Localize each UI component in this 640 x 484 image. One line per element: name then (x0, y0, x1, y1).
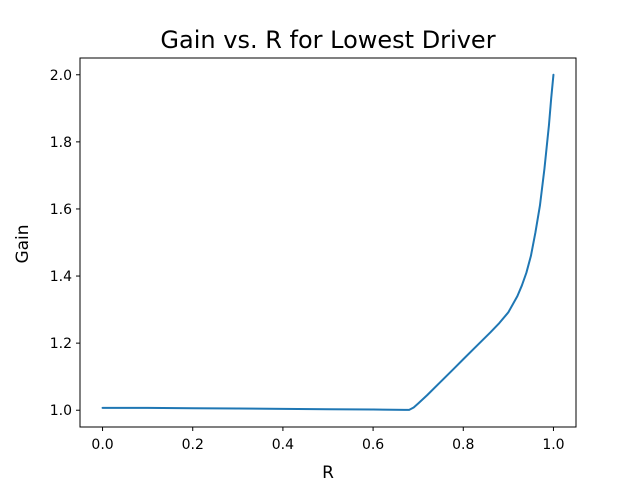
y-axis: 1.0 1.2 1.4 1.6 1.8 2.0 (50, 68, 80, 419)
x-tick-label: 0.8 (452, 437, 474, 453)
plot-frame (79, 57, 577, 428)
series-line-gain (101, 73, 555, 411)
x-tick-label: 0.2 (182, 437, 204, 453)
x-tick-label: 0.0 (91, 437, 113, 453)
y-tick-label: 1.8 (50, 135, 72, 151)
y-axis-label: Gain (13, 224, 33, 263)
chart-title: Gain vs. R for Lowest Driver (160, 26, 495, 54)
y-tick-label: 1.4 (50, 269, 72, 285)
y-tick-label: 1.2 (50, 336, 72, 352)
x-axis: 0.0 0.2 0.4 0.6 0.8 1.0 (91, 427, 565, 453)
x-tick-label: 0.4 (272, 437, 294, 453)
x-tick-label: 1.0 (542, 437, 564, 453)
y-tick-label: 1.6 (50, 202, 72, 218)
y-tick-label: 2.0 (50, 68, 72, 84)
y-tick-label: 1.0 (50, 403, 72, 419)
x-tick-label: 0.6 (362, 437, 384, 453)
x-axis-label: R (322, 463, 334, 480)
